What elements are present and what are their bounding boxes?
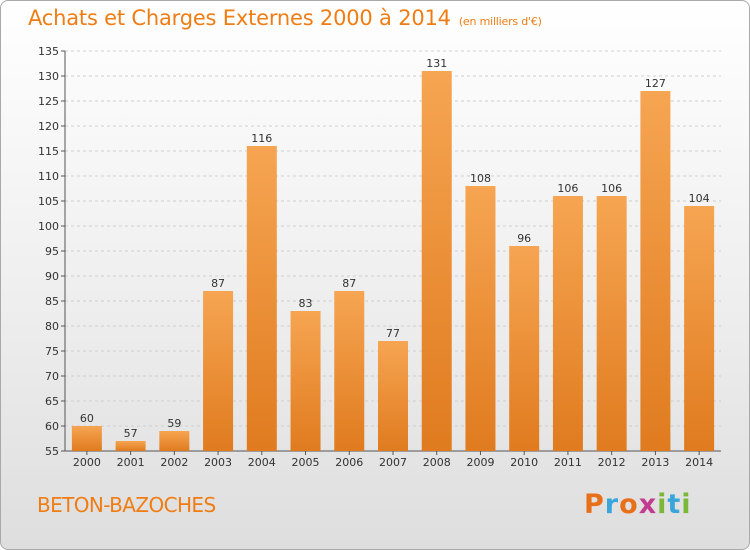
bar-2010 bbox=[509, 246, 540, 451]
y-tick-label: 55 bbox=[45, 445, 59, 458]
x-tick-label-2007: 2007 bbox=[379, 456, 407, 469]
x-tick-label-2009: 2009 bbox=[466, 456, 494, 469]
data-label-2005: 83 bbox=[299, 297, 313, 310]
y-tick-label: 70 bbox=[45, 370, 59, 383]
logo-letter: P bbox=[584, 489, 605, 520]
data-label-2011: 106 bbox=[557, 182, 578, 195]
bar-2006 bbox=[334, 291, 365, 451]
logo-letter: t bbox=[667, 489, 682, 520]
x-tick-label-2010: 2010 bbox=[510, 456, 538, 469]
logo-letter: r bbox=[604, 489, 620, 520]
x-tick-label-2013: 2013 bbox=[641, 456, 669, 469]
bar-2002 bbox=[159, 431, 190, 451]
bar-2011 bbox=[552, 196, 583, 451]
y-tick-label: 65 bbox=[45, 395, 59, 408]
bar-2001 bbox=[115, 441, 146, 451]
x-tick-label-2005: 2005 bbox=[292, 456, 320, 469]
bar-2003 bbox=[203, 291, 234, 451]
data-label-2014: 104 bbox=[689, 192, 710, 205]
x-tick-label-2003: 2003 bbox=[204, 456, 232, 469]
bar-2000 bbox=[71, 426, 102, 451]
y-tick-label: 130 bbox=[38, 70, 59, 83]
y-tick-label: 100 bbox=[38, 220, 59, 233]
bar-2004 bbox=[246, 146, 277, 451]
y-tick-label: 90 bbox=[45, 270, 59, 283]
bar-2009 bbox=[465, 186, 496, 451]
y-tick-label: 60 bbox=[45, 420, 59, 433]
data-label-2007: 77 bbox=[386, 327, 400, 340]
y-tick-label: 110 bbox=[38, 170, 59, 183]
data-label-2002: 59 bbox=[167, 417, 181, 430]
y-tick-label: 125 bbox=[38, 95, 59, 108]
location-name: BETON-BAZOCHES bbox=[37, 493, 216, 517]
y-tick-label: 120 bbox=[38, 120, 59, 133]
data-label-2012: 106 bbox=[601, 182, 622, 195]
x-tick-label-2000: 2000 bbox=[73, 456, 101, 469]
x-tick-label-2006: 2006 bbox=[335, 456, 363, 469]
x-tick-label-2001: 2001 bbox=[117, 456, 145, 469]
chart-title-text: Achats et Charges Externes 2000 à 2014 bbox=[28, 6, 451, 30]
y-tick-label: 95 bbox=[45, 245, 59, 258]
logo-letter: o bbox=[619, 489, 639, 520]
data-label-2006: 87 bbox=[342, 277, 356, 290]
y-tick-label: 105 bbox=[38, 195, 59, 208]
bar-2012 bbox=[596, 196, 627, 451]
y-tick-label: 115 bbox=[38, 145, 59, 158]
x-tick-label-2011: 2011 bbox=[554, 456, 582, 469]
logo-letter: x bbox=[638, 489, 658, 520]
x-tick-label-2004: 2004 bbox=[248, 456, 276, 469]
data-label-2013: 127 bbox=[645, 77, 666, 90]
x-tick-label-2012: 2012 bbox=[598, 456, 626, 469]
chart-unit-subtitle: (en milliers d'€) bbox=[458, 15, 542, 28]
data-label-2009: 108 bbox=[470, 172, 491, 185]
bar-2013 bbox=[640, 91, 671, 451]
y-tick-label: 80 bbox=[45, 320, 59, 333]
data-label-2000: 60 bbox=[80, 412, 94, 425]
x-tick-label-2002: 2002 bbox=[160, 456, 188, 469]
labels: 55 60 65 70 75 80 85 90 95 100 105 110 115 120 125 130 1… bbox=[38, 45, 713, 469]
data-label-2004: 116 bbox=[251, 132, 272, 145]
bars bbox=[71, 71, 715, 451]
bar-2008 bbox=[421, 71, 452, 451]
y-tick-label: 85 bbox=[45, 295, 59, 308]
data-label-2010: 96 bbox=[517, 232, 531, 245]
y-tick-label: 75 bbox=[45, 345, 59, 358]
proxiti-logo: Proxiti bbox=[584, 489, 692, 520]
bar-2005 bbox=[290, 311, 321, 451]
data-label-2001: 57 bbox=[124, 427, 138, 440]
x-tick-label-2014: 2014 bbox=[685, 456, 713, 469]
chart-title: Achats et Charges Externes 2000 à 2014 (e… bbox=[28, 6, 542, 30]
logo-letter: i bbox=[681, 489, 692, 520]
x-tick-label-2008: 2008 bbox=[423, 456, 451, 469]
logo-letter: i bbox=[657, 489, 668, 520]
y-tick-label: 135 bbox=[38, 45, 59, 58]
bar-2014 bbox=[684, 206, 715, 451]
data-label-2003: 87 bbox=[211, 277, 225, 290]
data-label-2008: 131 bbox=[426, 57, 447, 70]
bar-2007 bbox=[378, 341, 408, 451]
